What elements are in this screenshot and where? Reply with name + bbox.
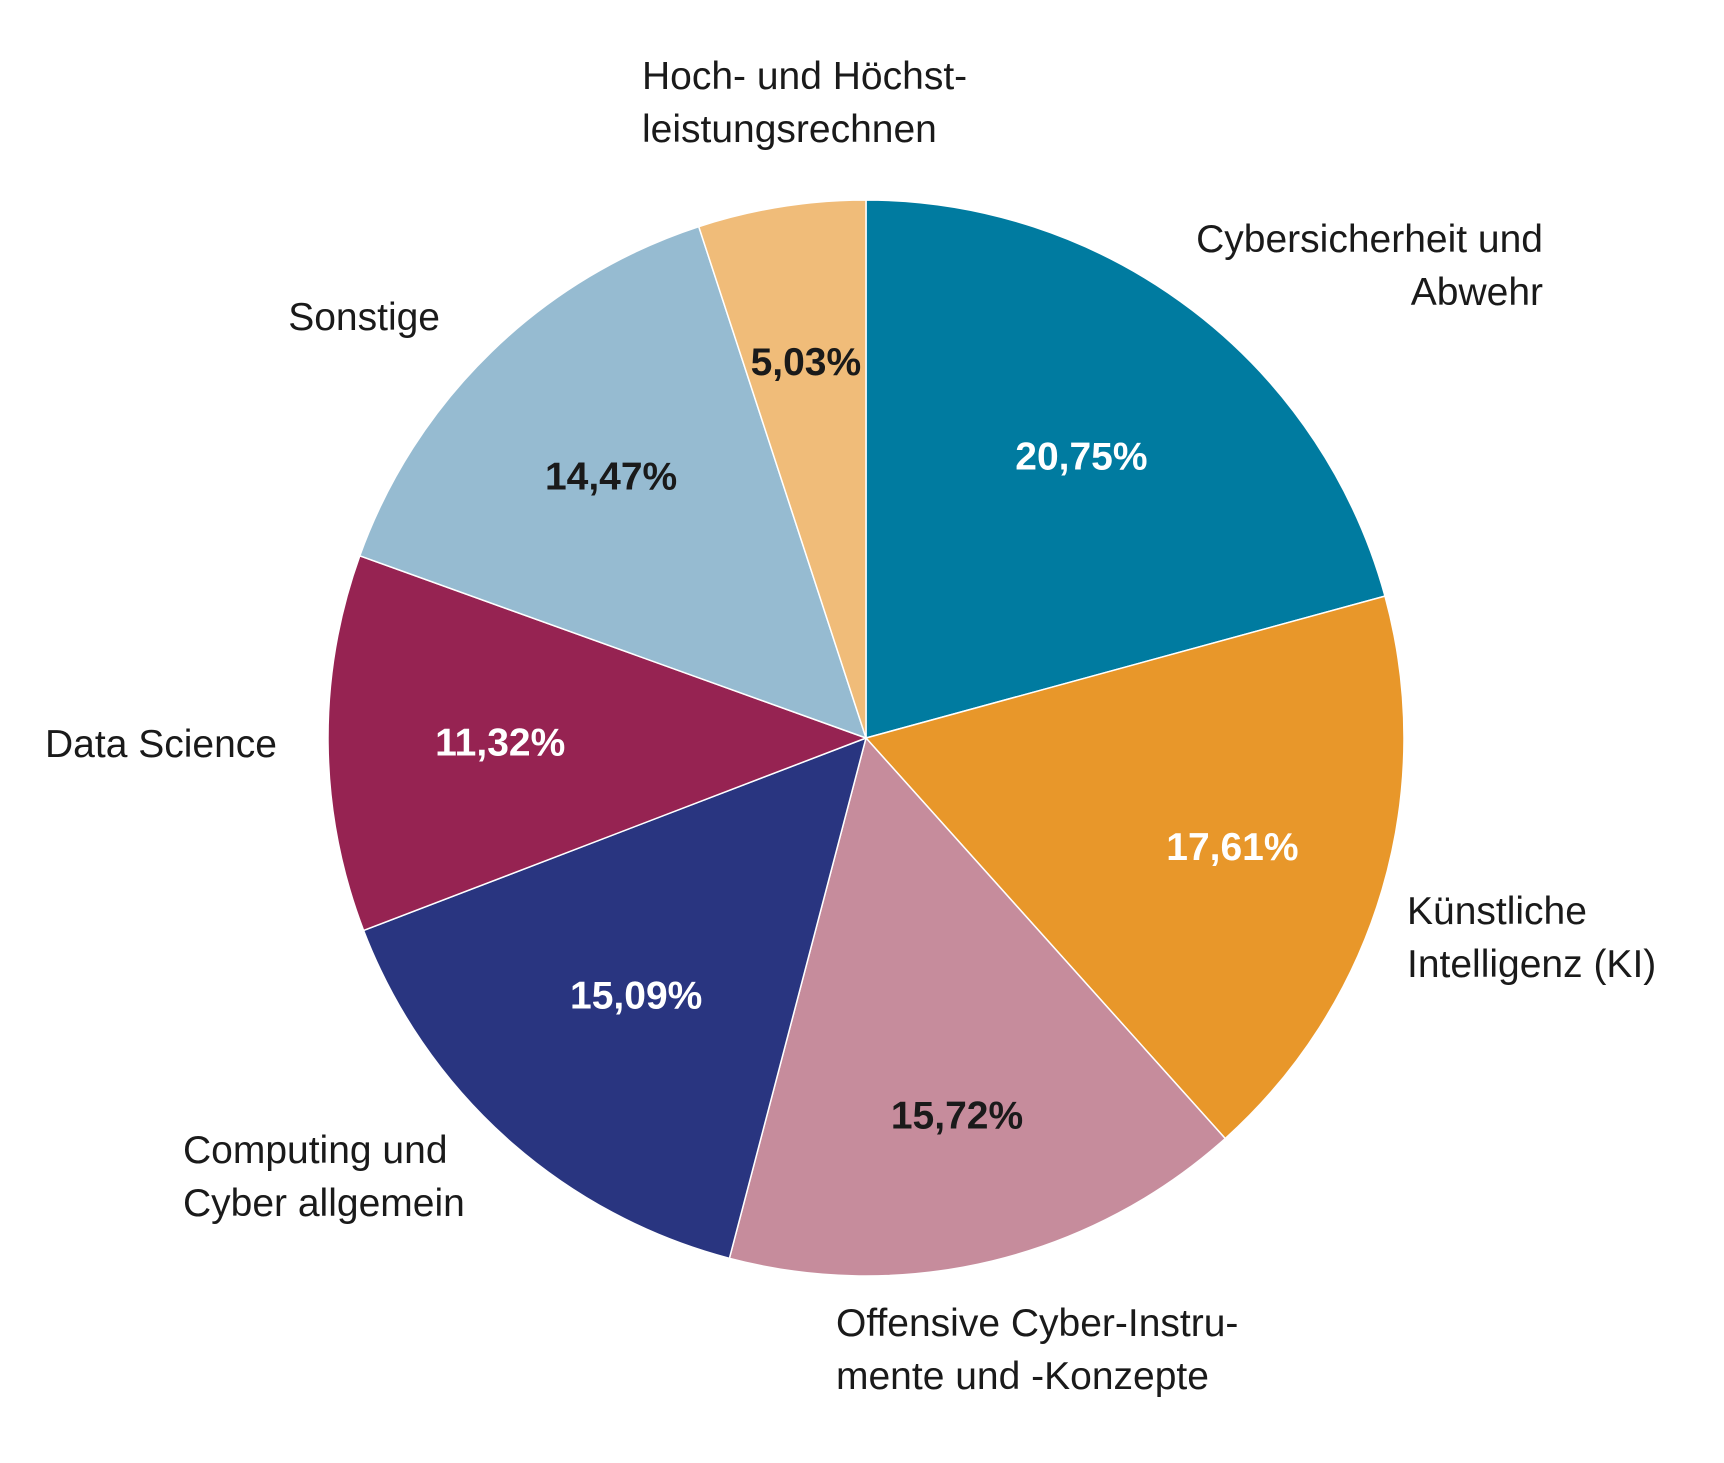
category-label-line: Cybersicherheit und	[1196, 218, 1543, 261]
pie-slice-cybersicherheit-und-abwehr	[865, 199, 1386, 739]
category-label-line: Sonstige	[288, 296, 440, 339]
category-label-kuenstliche-intelligenz-ki: Künstliche Intelligenz (KI)	[1407, 890, 1656, 986]
pie-slice-hoch-und-hoechstleistungsrechnen	[698, 199, 867, 739]
category-label-line: leistungsrechnen	[642, 108, 937, 151]
category-label-sonstige: Sonstige	[288, 296, 440, 339]
pie-slice-data-science	[327, 555, 867, 932]
category-label-offensive-cyber-instrumente-und-konzepte: Offensive Cyber-Instru-mente und -Konzep…	[836, 1302, 1238, 1398]
pie-slice-sonstige	[359, 225, 867, 739]
value-label-computing-und-cyber-allgemein: 15,09%	[570, 974, 702, 1017]
category-label-cybersicherheit-und-abwehr: Cybersicherheit und Abwehr	[1196, 218, 1543, 314]
category-label-line: Computing und	[183, 1129, 448, 1172]
category-label-line: Intelligenz (KI)	[1407, 943, 1656, 986]
category-label-line: Data Science	[45, 723, 277, 766]
category-label-line: Cyber allgemein	[183, 1182, 465, 1225]
category-label-line: Offensive Cyber-Instru-	[836, 1302, 1238, 1345]
value-label-sonstige: 14,47%	[545, 456, 677, 499]
category-label-line: Abwehr	[1411, 271, 1543, 314]
slices-layer	[327, 199, 1405, 1277]
value-label-hoch-und-hoechstleistungsrechnen: 5,03%	[751, 341, 862, 384]
category-label-line: mente und -Konzepte	[836, 1355, 1209, 1398]
value-labels-layer: 20,75% 17,61% 15,72% 15,09% 11,32% 14,47% 5,03…	[435, 341, 1298, 1138]
category-labels-layer: Cybersicherheit und Abwehr Künstliche Intel…	[45, 55, 1656, 1398]
pie-slice-offensive-cyber-instrumente-und-konzepte	[728, 737, 1226, 1277]
category-label-hoch-und-hoechstleistungsrechnen: Hoch- und Höchst-leistungsrechnen	[642, 55, 967, 151]
pie-slice-computing-und-cyber-allgemein	[362, 737, 867, 1260]
category-label-data-science: Data Science	[45, 723, 277, 766]
value-label-kuenstliche-intelligenz-ki: 17,61%	[1166, 826, 1298, 869]
category-label-line: Künstliche	[1407, 890, 1587, 933]
category-label-line: Hoch- und Höchst-	[642, 55, 967, 98]
value-label-cybersicherheit-und-abwehr: 20,75%	[1015, 436, 1147, 479]
value-label-offensive-cyber-instrumente-und-konzepte: 15,72%	[891, 1095, 1023, 1138]
value-label-data-science: 11,32%	[435, 722, 565, 765]
category-label-computing-und-cyber-allgemein: Computing und Cyber allgemein	[183, 1129, 465, 1225]
pie-slice-kuenstliche-intelligenz-ki	[865, 595, 1405, 1140]
